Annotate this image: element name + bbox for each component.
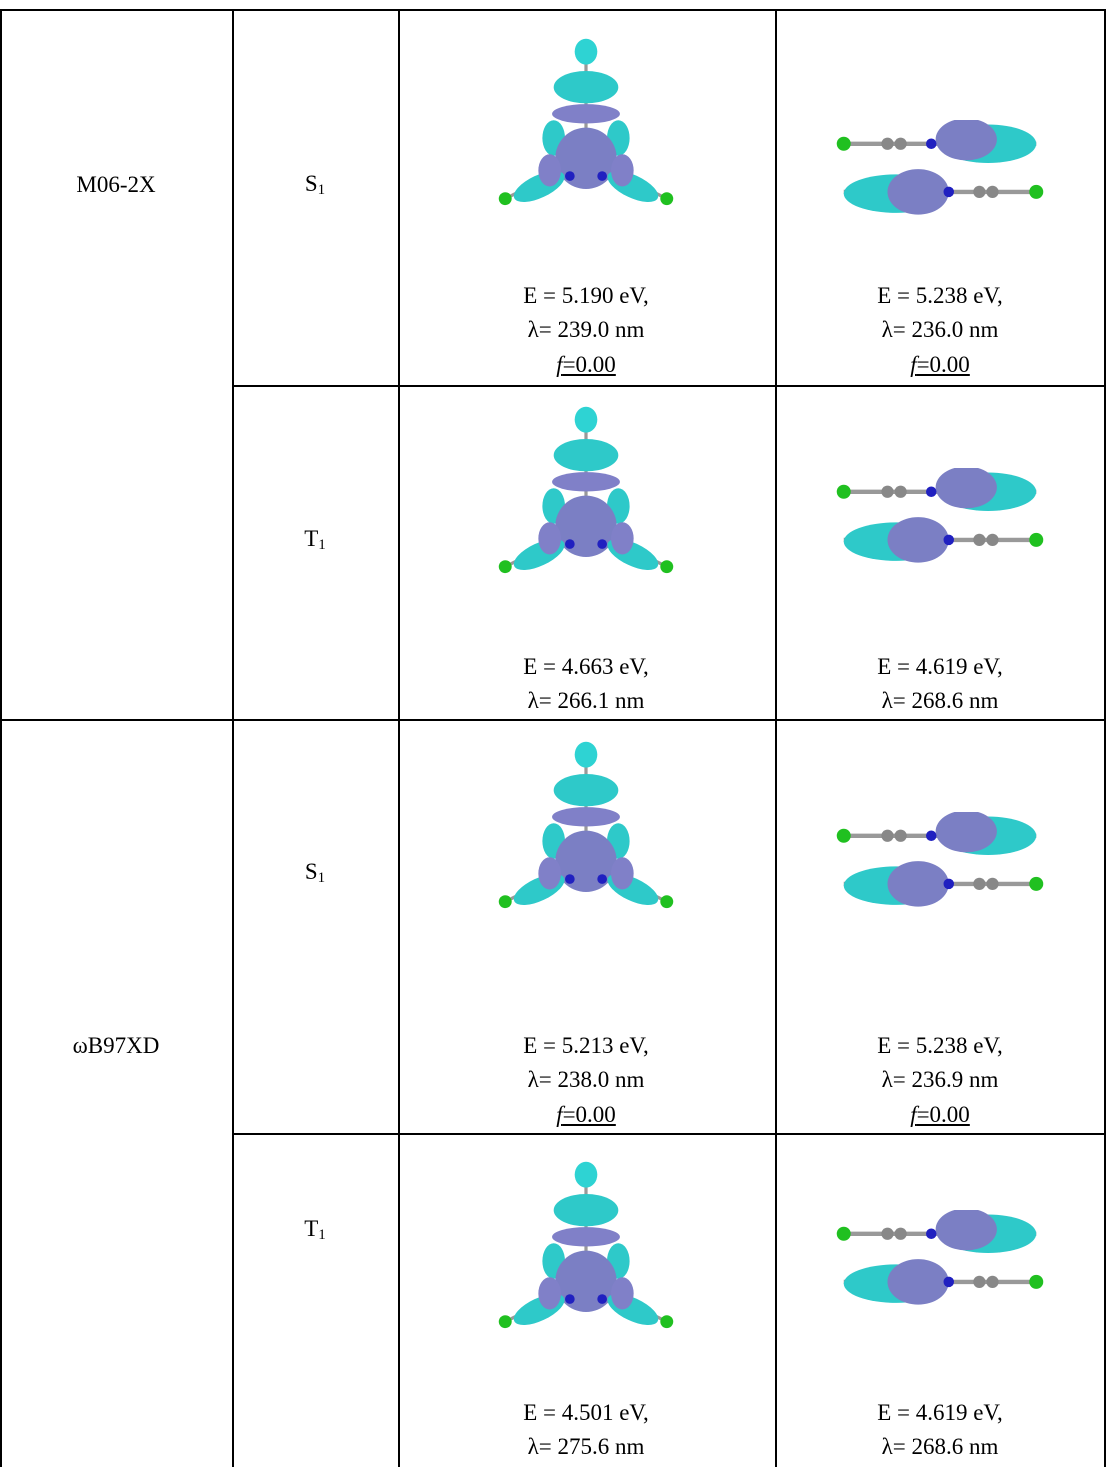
f-value: =0.00 <box>917 1102 970 1127</box>
value-line: λ= 236.0 nm <box>882 317 999 343</box>
oscillator-strength: f=0.00 <box>910 1102 970 1128</box>
state-letter: T <box>304 526 318 551</box>
oscillator-strength: f=0.00 <box>556 1102 616 1128</box>
table-rule <box>0 719 1106 721</box>
value-line: E = 5.238 eV, <box>877 1033 1003 1059</box>
table-rule <box>232 9 234 1467</box>
state-subscript: 1 <box>318 870 326 886</box>
f-value: =0.00 <box>563 1102 616 1127</box>
orbital-image <box>835 468 1045 568</box>
state-letter: S <box>305 171 318 196</box>
value-line: λ= 236.9 nm <box>882 1067 999 1093</box>
f-value: =0.00 <box>563 352 616 377</box>
orbital-image <box>481 728 691 938</box>
state-subscript: 1 <box>318 1227 326 1243</box>
value-line: E = 4.619 eV, <box>877 1400 1003 1426</box>
orbital-image <box>481 398 691 598</box>
value-line: λ= 268.6 nm <box>882 1434 999 1460</box>
orbital-image <box>481 1148 691 1358</box>
orbital-image <box>481 30 691 230</box>
state-subscript: 1 <box>318 182 326 198</box>
value-line: E = 4.619 eV, <box>877 654 1003 680</box>
orbital-image <box>835 1210 1045 1310</box>
table-rule <box>775 9 777 1467</box>
table-rule <box>0 9 2 1467</box>
orbital-image <box>835 120 1045 220</box>
state-letter: S <box>305 859 318 884</box>
value-line: E = 4.663 eV, <box>523 654 649 680</box>
method-label: M06-2X <box>76 172 155 198</box>
value-line: λ= 275.6 nm <box>528 1434 645 1460</box>
state-letter: T <box>304 1216 318 1241</box>
oscillator-strength: f=0.00 <box>556 352 616 378</box>
f-value: =0.00 <box>917 352 970 377</box>
state-label: T1 <box>304 1216 326 1244</box>
value-line: λ= 238.0 nm <box>528 1067 645 1093</box>
state-subscript: 1 <box>318 537 326 553</box>
orbital-image <box>835 812 1045 912</box>
oscillator-strength: f=0.00 <box>910 352 970 378</box>
value-line: E = 5.190 eV, <box>523 283 649 309</box>
value-line: E = 4.501 eV, <box>523 1400 649 1426</box>
value-line: E = 5.213 eV, <box>523 1033 649 1059</box>
value-line: λ= 266.1 nm <box>528 688 645 714</box>
table-page: M06-2XS1E = 5.190 eV,λ= 239.0 nmf=0.00E … <box>0 0 1106 1467</box>
table-rule <box>232 385 1106 387</box>
value-line: λ= 239.0 nm <box>528 317 645 343</box>
table-rule <box>232 1133 1106 1135</box>
value-line: E = 5.238 eV, <box>877 283 1003 309</box>
value-line: λ= 268.6 nm <box>882 688 999 714</box>
method-label: ωB97XD <box>73 1033 160 1059</box>
state-label: S1 <box>305 171 325 199</box>
state-label: T1 <box>304 526 326 554</box>
state-label: S1 <box>305 859 325 887</box>
table-rule <box>0 9 1106 11</box>
table-rule <box>398 9 400 1467</box>
